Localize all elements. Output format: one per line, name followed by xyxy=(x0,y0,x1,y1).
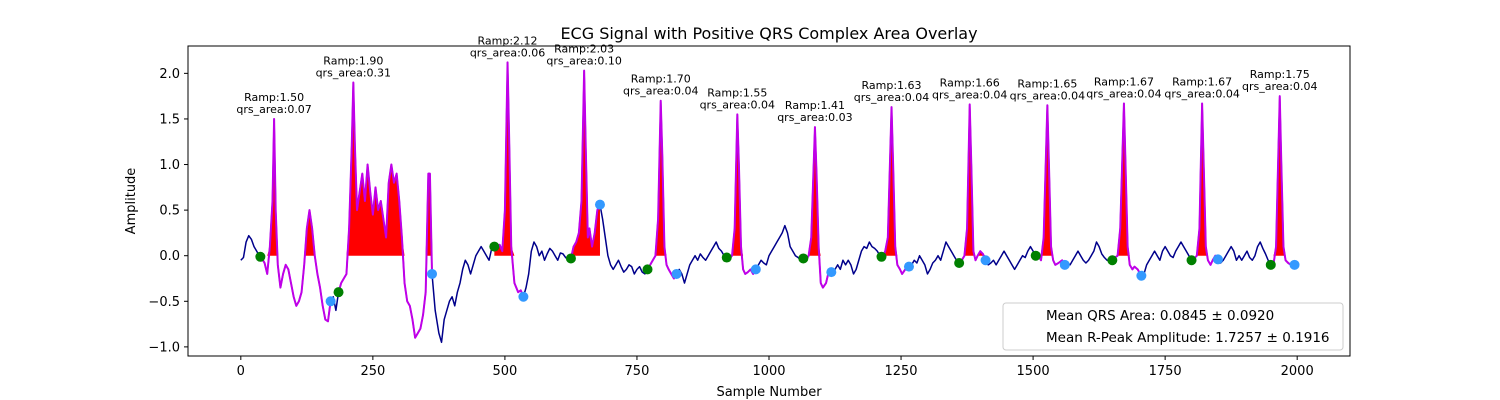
peak-ramp-label-8: Ramp:1.63 xyxy=(862,79,922,92)
qrs-segment-1 xyxy=(259,117,332,323)
q-onset-marker-3 xyxy=(489,241,500,252)
peak-ramp-label-10: Ramp:1.65 xyxy=(1017,77,1077,90)
peak-area-label-11: qrs_area:0.04 xyxy=(1086,87,1161,100)
chart-title: ECG Signal with Positive QRS Complex Are… xyxy=(560,24,977,43)
y-tick-label-5: 1.5 xyxy=(159,112,180,127)
qrs-segment-8 xyxy=(880,106,910,275)
q-onset-marker-6 xyxy=(721,252,732,263)
peak-ramp-label-3: Ramp:2.12 xyxy=(478,34,538,47)
y-tick-label-0: −1.0 xyxy=(148,340,180,355)
x-tick-label-1250: 1250 xyxy=(884,364,917,379)
x-tick-label-1750: 1750 xyxy=(1149,364,1182,379)
x-tick-label-250: 250 xyxy=(360,364,385,379)
q-onset-marker-9 xyxy=(954,258,965,268)
s-offset-marker-10 xyxy=(1059,259,1070,270)
x-tick-label-0: 0 xyxy=(237,364,245,379)
s-offset-marker-9 xyxy=(980,255,991,266)
qrs-segment-9 xyxy=(958,103,987,264)
q-onset-marker-13 xyxy=(1265,259,1276,270)
y-tick-label-3: 0.5 xyxy=(159,204,180,219)
s-offset-marker-1 xyxy=(325,296,336,307)
s-offset-marker-4 xyxy=(594,199,605,210)
qrs-segment-5 xyxy=(646,99,678,280)
plot-area: Ramp:1.50qrs_area:0.07Ramp:1.90qrs_area:… xyxy=(148,34,1351,379)
legend-entry-2: Mean R-Peak Amplitude: 1.7257 ± 0.1916 xyxy=(1046,330,1330,346)
x-tick-label-500: 500 xyxy=(492,364,517,379)
peak-area-label-10: qrs_area:0.04 xyxy=(1010,89,1085,102)
peak-area-label-9: qrs_area:0.04 xyxy=(932,88,1007,101)
x-tick-label-1000: 1000 xyxy=(752,364,785,379)
peak-area-label-7: qrs_area:0.03 xyxy=(777,111,852,124)
peak-area-label-13: qrs_area:0.04 xyxy=(1242,80,1317,93)
peak-ramp-label-11: Ramp:1.67 xyxy=(1094,75,1154,88)
peak-area-label-12: qrs_area:0.04 xyxy=(1164,87,1239,100)
legend-entry-1: Mean QRS Area: 0.0845 ± 0.0920 xyxy=(1046,308,1274,324)
qrs-segment-2 xyxy=(337,81,434,339)
s-offset-marker-3 xyxy=(518,291,529,302)
y-tick-label-4: 1.0 xyxy=(159,158,180,173)
y-tick-label-2: 0.0 xyxy=(159,249,180,264)
qrs-segment-6 xyxy=(726,113,757,275)
peak-area-label-6: qrs_area:0.04 xyxy=(700,98,775,111)
s-offset-marker-5 xyxy=(671,268,682,279)
q-onset-marker-12 xyxy=(1186,255,1197,266)
q-onset-marker-11 xyxy=(1107,255,1118,266)
s-offset-marker-8 xyxy=(903,261,914,272)
s-offset-marker-2 xyxy=(427,268,438,279)
q-onset-marker-7 xyxy=(798,253,809,264)
x-tick-label-1500: 1500 xyxy=(1017,364,1050,379)
qrs-segment-4 xyxy=(569,69,601,259)
peak-ramp-label-7: Ramp:1.41 xyxy=(785,99,845,112)
s-offset-marker-13 xyxy=(1289,259,1300,270)
y-tick-label-6: 2.0 xyxy=(159,67,180,82)
y-axis-title: Amplitude xyxy=(124,168,139,235)
peak-area-label-8: qrs_area:0.04 xyxy=(854,91,929,104)
peak-ramp-label-5: Ramp:1.70 xyxy=(631,73,691,86)
x-tick-label-2000: 2000 xyxy=(1281,364,1314,379)
peak-ramp-label-6: Ramp:1.55 xyxy=(707,86,767,99)
peak-area-label-3: qrs_area:0.06 xyxy=(470,46,545,59)
qrs-segment-7 xyxy=(802,126,832,289)
q-onset-marker-4 xyxy=(565,253,576,264)
x-axis-title: Sample Number xyxy=(716,385,822,400)
legend-box xyxy=(1002,302,1344,351)
y-tick-label-1: −0.5 xyxy=(148,295,180,310)
qrs-area-fill-2 xyxy=(338,82,433,256)
peak-area-label-1: qrs_area:0.07 xyxy=(236,103,311,116)
peak-area-label-5: qrs_area:0.04 xyxy=(623,85,698,98)
s-offset-marker-7 xyxy=(826,267,837,278)
q-onset-marker-1 xyxy=(255,251,266,262)
q-onset-marker-8 xyxy=(876,251,887,262)
qrs-segment-10 xyxy=(1035,104,1066,266)
peak-ramp-label-2: Ramp:1.90 xyxy=(323,54,383,67)
q-onset-marker-5 xyxy=(642,264,653,275)
qrs-segment-11 xyxy=(1111,102,1143,277)
peak-ramp-label-9: Ramp:1.66 xyxy=(940,76,1000,89)
q-onset-marker-10 xyxy=(1030,250,1041,261)
peak-ramp-label-13: Ramp:1.75 xyxy=(1250,68,1310,81)
legend: Mean QRS Area: 0.0845 ± 0.0920 Mean R-Pea… xyxy=(1002,302,1344,351)
x-tick-label-750: 750 xyxy=(625,364,650,379)
s-offset-marker-11 xyxy=(1136,270,1147,281)
peak-area-label-4: qrs_area:0.10 xyxy=(546,55,621,68)
peak-ramp-label-1: Ramp:1.50 xyxy=(244,91,304,104)
s-offset-marker-12 xyxy=(1212,254,1223,265)
peak-area-label-2: qrs_area:0.31 xyxy=(316,66,391,79)
q-onset-marker-2 xyxy=(333,287,344,298)
s-offset-marker-6 xyxy=(750,264,761,275)
peak-ramp-label-12: Ramp:1.67 xyxy=(1172,75,1232,88)
